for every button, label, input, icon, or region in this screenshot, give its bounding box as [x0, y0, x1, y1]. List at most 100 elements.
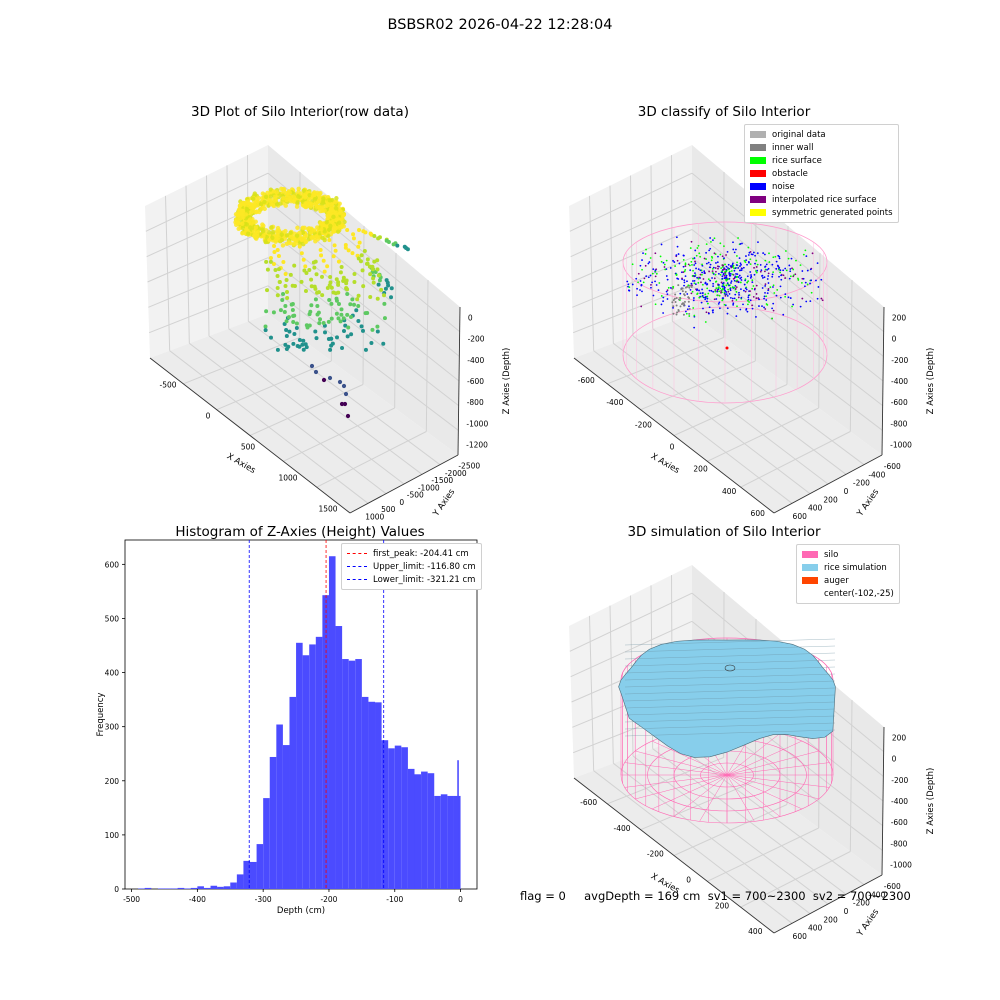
panel1-x-tick-label: 500	[241, 443, 256, 452]
panel1-point	[294, 326, 299, 330]
panel1-x-tick-label: 1500	[318, 505, 337, 514]
panel2-point	[720, 291, 722, 294]
panel1-point	[254, 209, 260, 214]
panel2-point	[690, 240, 693, 243]
panel2-point	[702, 278, 705, 280]
panel2-point	[725, 276, 728, 279]
panel2-point	[769, 286, 772, 289]
panel2-point	[726, 307, 729, 310]
panel2-point	[778, 255, 781, 258]
panel2-point	[747, 294, 750, 297]
panel2-point	[716, 294, 719, 297]
panel1-point	[291, 341, 296, 346]
histogram-legend: first_peak: -204.41 cm Upper_limit: -116.…	[341, 543, 482, 590]
panel2-point	[739, 308, 742, 311]
panel2-point	[780, 274, 782, 277]
panel2-point	[666, 278, 669, 281]
legend-label: obstacle	[772, 168, 808, 179]
panel1-y-tick-label: -1500	[431, 476, 453, 485]
panel1-point	[375, 258, 380, 263]
panel1-point	[253, 225, 259, 230]
histogram-x-tick-label: -400	[189, 895, 206, 904]
panel1-point	[260, 222, 265, 227]
panel4-y-tick-label: 400	[808, 924, 823, 933]
panel2-point	[699, 273, 702, 276]
panel2-point	[705, 258, 707, 260]
panel1-point	[272, 250, 277, 254]
panel4-mesh-line	[624, 666, 836, 674]
panel1-point	[376, 236, 381, 241]
panel1-point	[328, 275, 333, 279]
panel1-point	[369, 341, 374, 346]
panel2-point	[649, 274, 652, 277]
panel2-point	[652, 268, 655, 271]
panel2-point	[748, 251, 751, 254]
panel2-point	[715, 270, 717, 273]
panel2-point	[747, 254, 750, 256]
panel2-point	[693, 282, 696, 285]
panel2-z-tick-label: -200	[891, 356, 908, 365]
panel1-point	[362, 249, 367, 253]
panel1-z-tick-label: -400	[467, 356, 484, 365]
panel4-y-axis-line	[773, 874, 883, 934]
legend-line-sample	[347, 579, 367, 580]
panel2-point	[689, 247, 692, 249]
panel2-point	[694, 249, 697, 252]
panel2-point	[701, 283, 704, 286]
panel2-point	[693, 314, 696, 317]
panel1-point	[324, 203, 329, 209]
panel1-point	[350, 251, 355, 256]
panel4-silo-ring	[700, 762, 754, 788]
panel1-point	[318, 248, 323, 252]
histogram-bar	[243, 860, 251, 889]
panel2-point	[721, 255, 724, 258]
panel2-point	[697, 281, 700, 284]
legend-entry: interpolated rice surface	[750, 193, 893, 206]
panel2-point	[711, 268, 714, 270]
histogram-x-axis-label: Depth (cm)	[277, 906, 325, 916]
panel2-z-tick-label: -600	[891, 398, 908, 407]
panel2-point	[696, 293, 698, 296]
panel1-point	[272, 244, 277, 248]
panel2-point	[701, 288, 703, 291]
panel2-point	[774, 255, 777, 258]
panel4-mesh-line	[624, 694, 836, 702]
panel2-x-tick-label: 600	[751, 509, 766, 518]
panel2-y-axis-label: Y Axies	[855, 487, 882, 519]
panel4-x-tick-label: 0	[686, 875, 691, 884]
panel2-point	[751, 307, 754, 310]
panel4-x-tick-label: 200	[715, 901, 730, 910]
panel2-point	[764, 308, 767, 310]
panel1-point	[376, 273, 381, 278]
panel1-point	[386, 240, 391, 244]
panel2-point	[733, 269, 736, 272]
panel2-point	[660, 243, 663, 246]
panel2-point	[727, 290, 730, 293]
panel2-point	[644, 253, 647, 255]
status-footer: flag = 0 avgDepth = 169 cm sv1 = 700~230…	[520, 889, 911, 903]
legend-swatch	[802, 551, 818, 558]
panel1-point	[327, 375, 333, 381]
panel2-point	[792, 275, 795, 278]
panel2-point	[749, 263, 752, 266]
panel1-point	[299, 251, 304, 256]
panel2-point	[804, 281, 807, 284]
panel1-point	[264, 259, 269, 264]
panel1-point	[287, 190, 292, 195]
panel1-point	[240, 221, 245, 226]
panel2-point	[743, 260, 746, 262]
panel1-point	[338, 270, 343, 275]
panel2-point	[727, 267, 729, 269]
panel2-point	[772, 309, 775, 312]
panel2-wall-point	[684, 286, 687, 289]
panel1-point	[382, 293, 387, 298]
panel2-point	[704, 293, 707, 296]
panel1-point	[263, 239, 268, 244]
panel2-point	[716, 261, 719, 264]
panel4-mesh-line	[624, 638, 836, 646]
panel2-point	[710, 259, 713, 262]
panel1-point	[363, 230, 368, 235]
panel2-point	[784, 277, 787, 279]
panel2-y-tick-label: 600	[793, 512, 808, 521]
panel2-point	[750, 274, 752, 276]
